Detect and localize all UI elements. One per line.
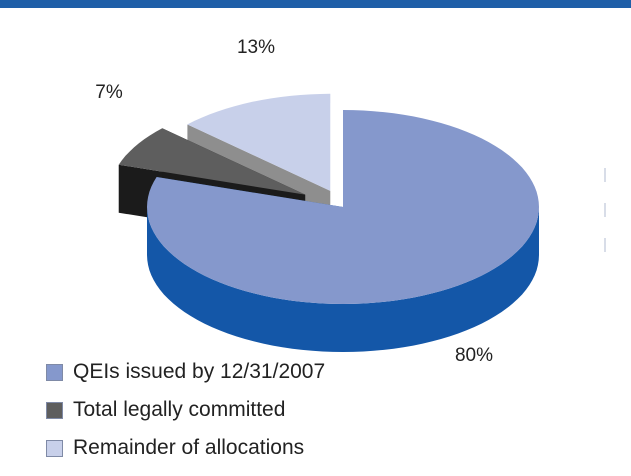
legend-item-remainder: Remainder of allocations <box>46 436 325 459</box>
pie-label-remainder-of-allocations: 13% <box>237 37 275 58</box>
legend-item-qeis-issued: QEIs issued by 12/31/2007 <box>46 360 326 383</box>
legend-item-total-committed: Total legally committed <box>46 398 325 421</box>
pie-label-qeis-issued-by-12-31-2007: 80% <box>455 345 493 366</box>
legend-label-qeis-issued: QEIs issued by 12/31/2007 <box>73 360 326 383</box>
legend-label-remainder: Remainder of allocations <box>73 436 305 459</box>
pie-rim-qeis-issued-by-12-31-2007 <box>147 207 539 352</box>
legend-swatch-remainder <box>46 439 63 457</box>
top-accent-bar <box>0 0 631 8</box>
edge-marks <box>604 168 606 260</box>
legend-swatch-total-committed <box>46 401 63 419</box>
pie-slice-remainder-of-allocations <box>187 93 331 191</box>
legend-swatch-qeis-issued <box>46 363 63 381</box>
pie-slice-total-legally-committed <box>118 128 306 195</box>
pie-slice-qeis-issued-by-12-31-2007 <box>147 110 539 304</box>
legend-label-total-committed: Total legally committed <box>73 398 286 421</box>
pie-label-total-legally-committed: 7% <box>95 82 123 103</box>
pie-chart: 80% 7% 13% <box>95 37 539 366</box>
legend: QEIs issued by 12/31/2007 Total legally … <box>46 360 326 476</box>
